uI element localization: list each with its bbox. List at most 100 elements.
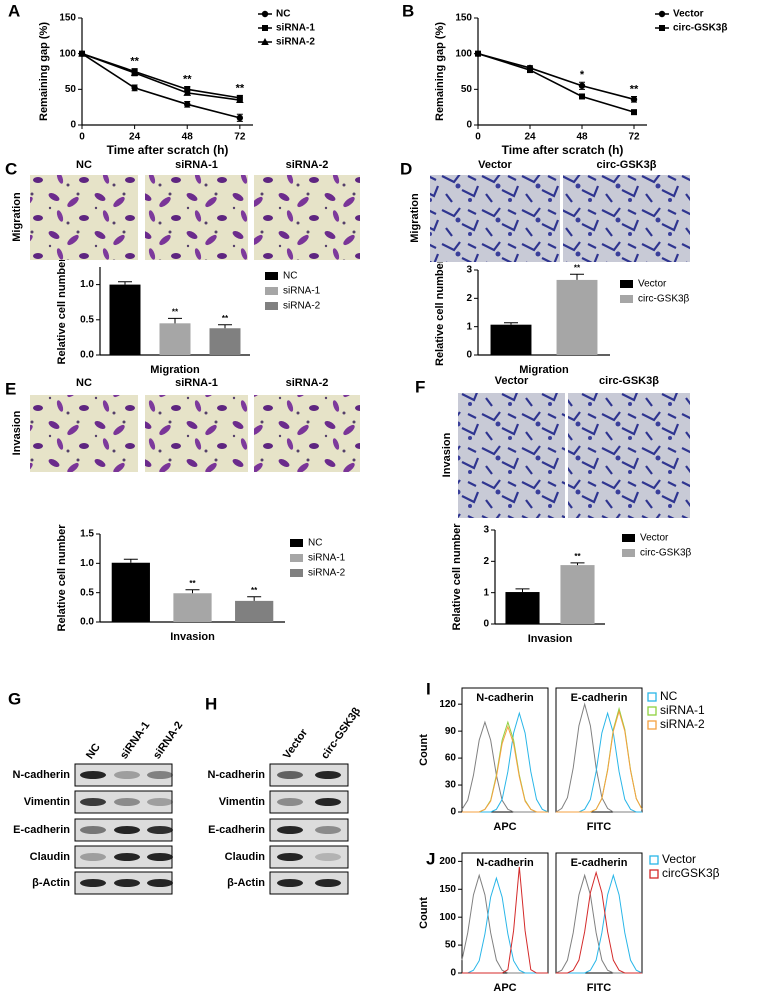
error-bar: [185, 589, 200, 594]
x-tick-label: 0: [475, 132, 481, 143]
blot-strip: [269, 818, 349, 842]
series-line: [477, 52, 635, 101]
x-axis-label: Migration: [150, 364, 200, 376]
significance: **: [236, 83, 245, 95]
panel-letter: B: [402, 1, 414, 20]
row-label: Vimentin: [219, 796, 266, 808]
y-tick-label: 2: [466, 293, 472, 304]
side-label: Invasion: [11, 410, 23, 455]
blot-band: [277, 879, 303, 887]
blot-band: [315, 771, 341, 779]
significance: *: [580, 69, 585, 81]
error-bar: [570, 273, 584, 280]
blot-band: [315, 853, 341, 861]
plot-title: N-cadherin: [476, 692, 534, 704]
blot-band: [147, 853, 173, 861]
x-tick-label: 24: [524, 132, 536, 143]
series-line: [81, 52, 240, 99]
column-label: Vector: [495, 375, 529, 387]
marker: [658, 10, 666, 18]
blot-band: [315, 798, 341, 806]
marker: [578, 82, 586, 89]
error-bar: [118, 281, 132, 285]
row-label: Claudin: [225, 851, 266, 863]
micrograph: [568, 393, 690, 518]
marker: [236, 96, 244, 104]
y-tick-label: 1.5: [80, 529, 94, 540]
legend-swatch: [620, 280, 633, 288]
series-line: [555, 702, 642, 813]
x-tick-label: 0: [79, 132, 85, 143]
marker: [78, 49, 86, 57]
blot-band: [147, 826, 173, 834]
blot-band: [147, 798, 173, 806]
row-label: Vimentin: [24, 796, 71, 808]
plot-frame: [555, 852, 643, 974]
legend-swatch: [622, 549, 635, 557]
marker: [261, 38, 269, 45]
blot-band: [80, 771, 106, 779]
row-label: N-cadherin: [13, 769, 71, 781]
bar: [505, 592, 540, 624]
blot-band: [80, 879, 106, 887]
legend-swatch: [647, 706, 657, 716]
legend-label: circ-GSK3β: [640, 548, 692, 559]
blot-band: [114, 826, 140, 834]
x-axis-label: Invasion: [528, 633, 573, 645]
marker: [236, 114, 244, 122]
side-label: Migration: [11, 192, 23, 242]
legend-label: NC: [660, 689, 678, 703]
marker: [631, 109, 637, 116]
y-tick-label: 0.0: [80, 617, 94, 628]
blot-band: [80, 826, 106, 834]
side-label: Invasion: [441, 432, 453, 477]
marker: [261, 10, 269, 18]
plot-title: E-cadherin: [571, 692, 628, 704]
series-line: [462, 725, 548, 813]
legend-swatch: [649, 869, 659, 879]
y-tick-label: 0.5: [80, 587, 94, 598]
y-tick-label: 100: [455, 48, 472, 59]
micrograph: [458, 393, 565, 518]
panel-letter: A: [8, 1, 20, 20]
legend-label: Vector: [640, 533, 669, 544]
marker: [130, 68, 139, 76]
legend-label: Vector: [662, 852, 696, 866]
column-label: siRNA-1: [175, 377, 218, 389]
y-tick-label: 100: [439, 912, 456, 923]
y-axis-label: Remaining gap (%): [434, 22, 446, 121]
micrograph: [145, 395, 248, 472]
marker: [183, 88, 192, 96]
column-label: circ-GSK3β: [599, 375, 659, 387]
panel-letter: I: [426, 679, 431, 698]
panel-letter: H: [205, 694, 217, 713]
bar: [490, 324, 532, 355]
y-tick-label: 0.5: [80, 314, 94, 325]
x-axis-label: APC: [493, 982, 516, 992]
blot-band: [147, 879, 173, 887]
series-line: [556, 709, 643, 813]
y-axis-label: Count: [418, 734, 430, 766]
column-label: siRNA-2: [286, 377, 329, 389]
series-line: [462, 876, 548, 974]
legend-swatch: [265, 302, 278, 310]
micrograph: [430, 175, 560, 262]
column-label: circ-GSK3β: [597, 159, 657, 171]
blot-strip: [269, 790, 349, 814]
error-bar: [168, 317, 182, 324]
blot-band: [80, 798, 106, 806]
legend-label: NC: [276, 9, 290, 20]
significance: **: [189, 579, 196, 588]
x-tick-label: 72: [234, 132, 246, 143]
lane-label: circ-GSK3β: [319, 705, 363, 761]
y-tick-label: 60: [445, 753, 457, 764]
y-tick-label: 0: [483, 619, 489, 630]
y-tick-label: 1: [483, 587, 489, 598]
legend-label: siRNA-1: [660, 703, 705, 717]
panel-letter: D: [400, 159, 412, 178]
blot-band: [147, 771, 173, 779]
y-tick-label: 1.0: [80, 558, 94, 569]
column-label: siRNA-2: [286, 159, 329, 171]
bar: [235, 600, 274, 622]
